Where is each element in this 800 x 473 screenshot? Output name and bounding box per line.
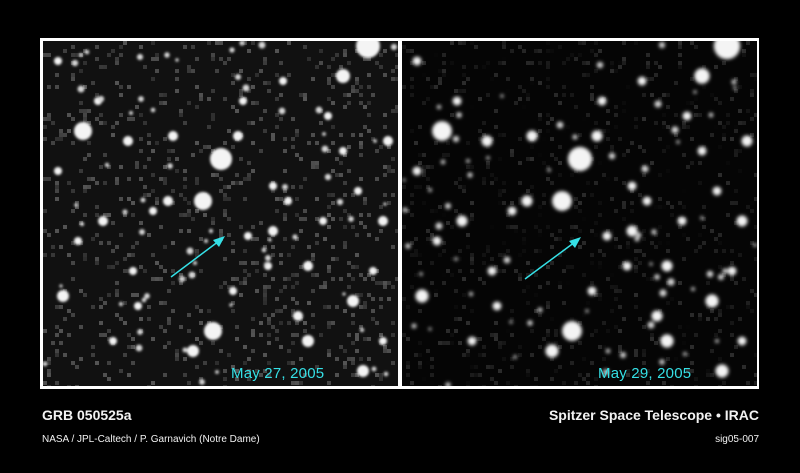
arrow-icon [170, 236, 225, 278]
image-frame: May 27, 2005 May 29, 2005 [40, 38, 759, 389]
mission-label: Spitzer Space Telescope • IRAC [548, 407, 759, 423]
star-field-left [43, 41, 398, 386]
image-title: GRB 050525a [42, 407, 132, 423]
arrow-icon [524, 237, 581, 280]
date-label: May 29, 2005 [598, 365, 692, 382]
panel-may-27: May 27, 2005 [43, 41, 398, 386]
panel-may-29: May 29, 2005 [402, 41, 757, 386]
star-field-right [402, 41, 757, 386]
reference-id: sig05-007 [715, 434, 759, 445]
date-label: May 27, 2005 [231, 365, 325, 382]
credit-line: NASA / JPL-Caltech / P. Garnavich (Notre… [42, 434, 260, 445]
